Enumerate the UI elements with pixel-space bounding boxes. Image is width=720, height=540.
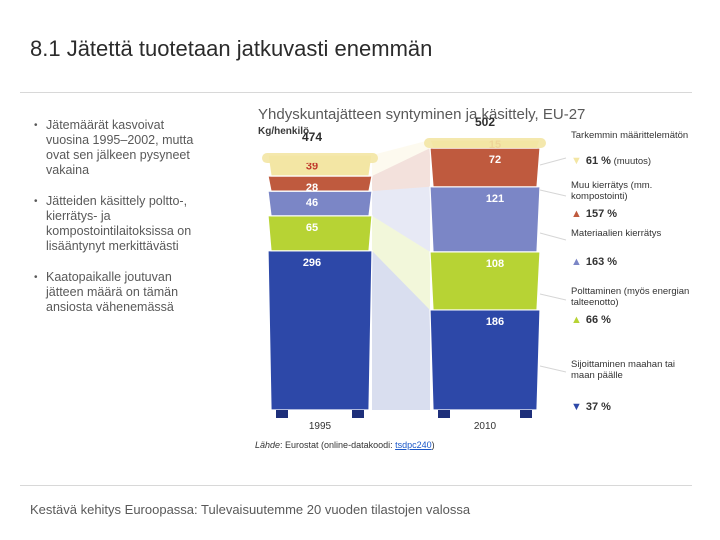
slide-title: 8.1 Jätettä tuotetaan jatkuvasti enemmän <box>30 36 433 61</box>
bullet-list: • Jätemäärät kasvoivat vuosina 1995–2002… <box>34 118 196 331</box>
segment-value-label: 65 <box>306 222 318 234</box>
bullet-symbol: • <box>34 272 38 283</box>
segment-value-label: 296 <box>303 257 321 269</box>
legend-label: Muu kierrätys (mm. kompostointi) <box>571 180 653 202</box>
flow-band <box>372 186 430 252</box>
legend-label: Polttaminen (myös energian talteenotto) <box>571 286 690 308</box>
legend-change-value: 157 % <box>585 208 618 220</box>
legend-change: ▼ 61 % (muutos) <box>571 155 651 167</box>
legend-connector <box>539 232 567 241</box>
arrow-up-icon: ▲ <box>571 256 582 268</box>
category-label: 2010 <box>474 421 497 432</box>
segment-value-label: 46 <box>306 197 318 209</box>
arrow-down-icon: ▼ <box>571 401 582 413</box>
bin-segment <box>267 215 373 252</box>
legend-change-note: (muutos) <box>610 156 652 167</box>
bullet-text: Jätemäärät kasvoivat vuosina 1995–2002, … <box>46 118 194 177</box>
bin-wheel <box>352 410 364 418</box>
legend-connector <box>539 365 567 373</box>
legend-label: Tarkemmin määrittelemätön <box>571 130 689 141</box>
legend-label: Sijoittaminen maahan tai maan päälle <box>571 359 676 381</box>
flow-band <box>372 250 430 410</box>
category-label: 1995 <box>309 421 332 432</box>
segment-value-label: 28 <box>306 182 318 194</box>
bullet-symbol: • <box>34 196 38 207</box>
total-value-label: 474 <box>302 130 322 144</box>
segment-value-label: 186 <box>486 316 504 328</box>
bullet-item: • Jätteiden käsittely poltto-, kierrätys… <box>34 194 196 254</box>
legend-change: ▼ 37 % <box>571 401 611 413</box>
segment-value-label: 72 <box>489 154 501 166</box>
legend-connector <box>539 189 567 197</box>
legend-change-value: 61 % <box>585 155 611 167</box>
bullet-symbol: • <box>34 120 38 131</box>
bin-segment <box>267 190 373 217</box>
legend-connector <box>539 157 567 166</box>
bin-lid <box>424 138 546 148</box>
bullet-text: Jätteiden käsittely poltto-, kierrätys- … <box>46 194 192 253</box>
segment-value-label: 39 <box>306 161 318 173</box>
legend-change-value: 163 % <box>585 256 618 268</box>
flow-band <box>372 140 430 177</box>
bullet-item: • Kaatopaikalle joutuvan jätteen määrä o… <box>34 270 196 315</box>
segment-value-label: 108 <box>486 258 504 270</box>
legend-label: Materiaalien kierrätys <box>571 228 662 239</box>
source-text: : Eurostat (online-datakoodi: <box>280 440 396 450</box>
source-suffix: ) <box>431 440 435 450</box>
legend-change-value: 37 % <box>585 401 611 413</box>
total-value-label: 502 <box>475 115 495 129</box>
bullet-item: • Jätemäärät kasvoivat vuosina 1995–2002… <box>34 118 196 178</box>
segment-value-label: 121 <box>486 193 504 205</box>
source-prefix: Lähde <box>255 440 281 450</box>
bin-segment <box>267 175 373 192</box>
footer-divider <box>20 485 692 486</box>
arrow-up-icon: ▲ <box>571 314 582 326</box>
legend-connector <box>539 293 567 301</box>
bin-lid <box>262 153 378 164</box>
arrow-up-icon: ▲ <box>571 208 582 220</box>
bullet-text: Kaatopaikalle joutuvan jätteen määrä on … <box>46 270 179 314</box>
legend-change: ▲ 163 % <box>571 256 617 268</box>
bin-segment <box>429 147 541 188</box>
bin-segment <box>267 250 373 411</box>
legend-change-value: 66 % <box>585 314 611 326</box>
legend-change: ▲ 66 % <box>571 314 611 326</box>
flow-band <box>372 148 430 192</box>
title-divider <box>20 92 692 93</box>
flow-band <box>372 215 430 310</box>
bin-wheel <box>520 410 532 418</box>
chart-title: Yhdyskuntajätteen syntyminen ja käsittel… <box>258 106 586 123</box>
footer-text: Kestävä kehitys Euroopassa: Tulevaisuute… <box>30 502 471 517</box>
y-axis-unit: Kg/henkilö <box>258 126 310 137</box>
source-note: Lähde: Eurostat (online-datakoodi: tsdpc… <box>255 440 435 450</box>
arrow-down-icon: ▼ <box>571 155 582 167</box>
bin-wheel <box>438 410 450 418</box>
bin-wheel <box>276 410 288 418</box>
legend-change: ▲ 157 % <box>571 208 617 220</box>
source-code-link[interactable]: tsdpc240 <box>395 440 432 450</box>
